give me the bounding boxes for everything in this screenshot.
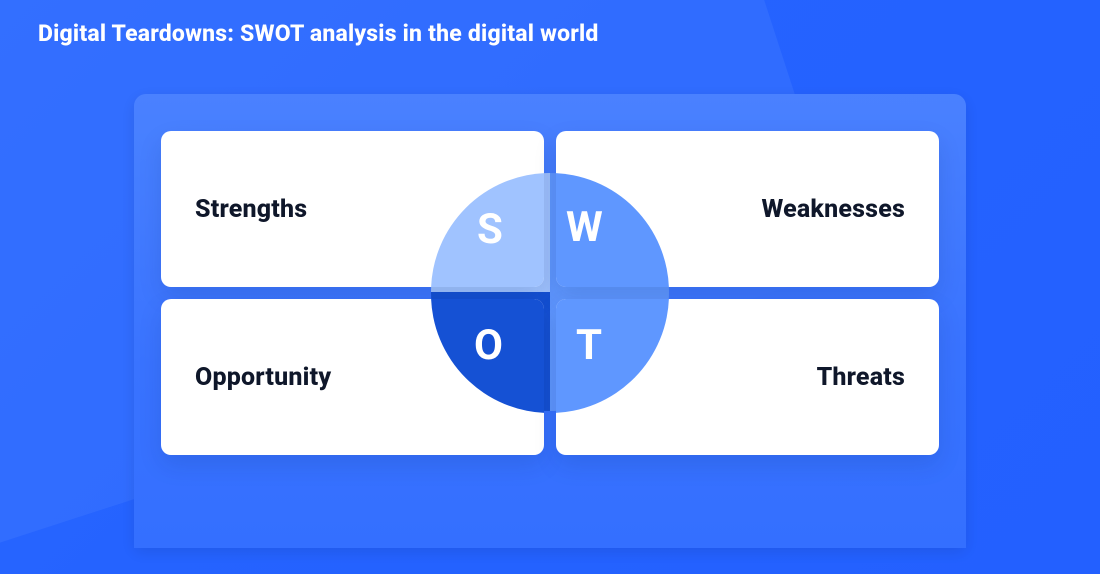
swot-cards: Strengths Weaknesses Opportunity Threats [161, 131, 939, 455]
card-opportunity: Opportunity [161, 299, 544, 455]
page-title: Digital Teardowns: SWOT analysis in the … [38, 20, 599, 47]
card-strengths: Strengths [161, 131, 544, 287]
card-strengths-label: Strengths [195, 195, 307, 224]
card-weaknesses-label: Weaknesses [761, 195, 905, 224]
card-threats: Threats [556, 299, 939, 455]
card-threats-label: Threats [817, 363, 905, 392]
card-opportunity-label: Opportunity [195, 363, 331, 392]
card-weaknesses: Weaknesses [556, 131, 939, 287]
